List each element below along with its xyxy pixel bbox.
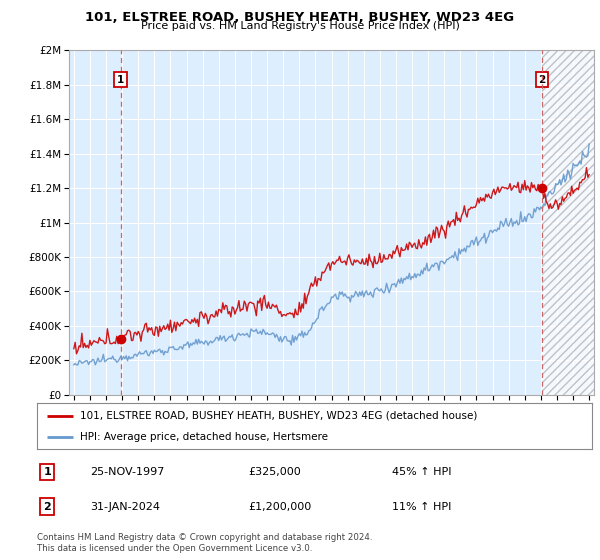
Text: 45% ↑ HPI: 45% ↑ HPI	[392, 466, 452, 477]
Text: Contains HM Land Registry data © Crown copyright and database right 2024.
This d: Contains HM Land Registry data © Crown c…	[37, 533, 373, 553]
Text: 2: 2	[539, 74, 546, 85]
Text: 31-JAN-2024: 31-JAN-2024	[90, 502, 160, 511]
Text: 1: 1	[43, 466, 51, 477]
Text: £325,000: £325,000	[248, 466, 301, 477]
Text: HPI: Average price, detached house, Hertsmere: HPI: Average price, detached house, Hert…	[80, 432, 328, 442]
Text: £1,200,000: £1,200,000	[248, 502, 311, 511]
Text: Price paid vs. HM Land Registry's House Price Index (HPI): Price paid vs. HM Land Registry's House …	[140, 21, 460, 31]
Text: 101, ELSTREE ROAD, BUSHEY HEATH, BUSHEY, WD23 4EG (detached house): 101, ELSTREE ROAD, BUSHEY HEATH, BUSHEY,…	[80, 410, 478, 421]
Text: 25-NOV-1997: 25-NOV-1997	[90, 466, 164, 477]
Text: 1: 1	[117, 74, 124, 85]
Text: 11% ↑ HPI: 11% ↑ HPI	[392, 502, 451, 511]
Text: 2: 2	[43, 502, 51, 511]
Bar	[542, 50, 594, 395]
Text: 101, ELSTREE ROAD, BUSHEY HEATH, BUSHEY, WD23 4EG: 101, ELSTREE ROAD, BUSHEY HEATH, BUSHEY,…	[85, 11, 515, 24]
